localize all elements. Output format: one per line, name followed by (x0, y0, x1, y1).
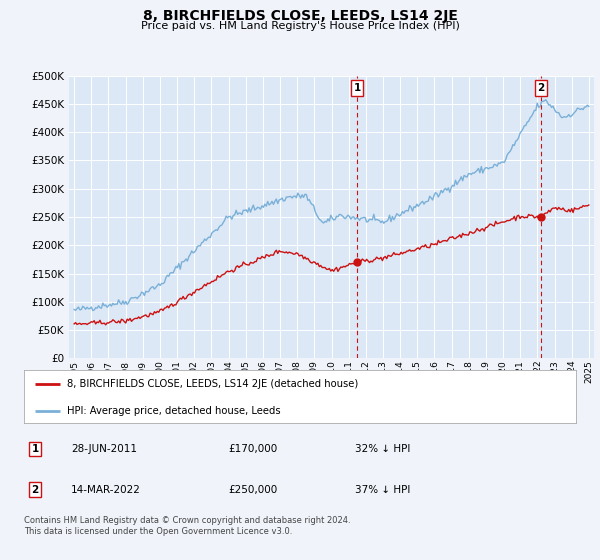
Point (352, 258, 362, 267)
Text: £250,000: £250,000 (228, 484, 277, 494)
Text: 8, BIRCHFIELDS CLOSE, LEEDS, LS14 2JE (detached house): 8, BIRCHFIELDS CLOSE, LEEDS, LS14 2JE (d… (67, 380, 358, 390)
Text: Contains HM Land Registry data © Crown copyright and database right 2024.
This d: Contains HM Land Registry data © Crown c… (24, 516, 350, 536)
Text: 1: 1 (31, 444, 38, 454)
Point (536, 213, 545, 222)
Text: 32% ↓ HPI: 32% ↓ HPI (355, 444, 410, 454)
Text: 37% ↓ HPI: 37% ↓ HPI (355, 484, 410, 494)
Text: 8, BIRCHFIELDS CLOSE, LEEDS, LS14 2JE: 8, BIRCHFIELDS CLOSE, LEEDS, LS14 2JE (143, 9, 457, 23)
Text: 28-JUN-2011: 28-JUN-2011 (71, 444, 137, 454)
Text: 1: 1 (353, 83, 361, 93)
Text: 2: 2 (31, 484, 38, 494)
Text: £170,000: £170,000 (228, 444, 277, 454)
Text: 14-MAR-2022: 14-MAR-2022 (71, 484, 141, 494)
Text: 2: 2 (537, 83, 544, 93)
Text: HPI: Average price, detached house, Leeds: HPI: Average price, detached house, Leed… (67, 406, 281, 416)
Text: Price paid vs. HM Land Registry's House Price Index (HPI): Price paid vs. HM Land Registry's House … (140, 21, 460, 31)
